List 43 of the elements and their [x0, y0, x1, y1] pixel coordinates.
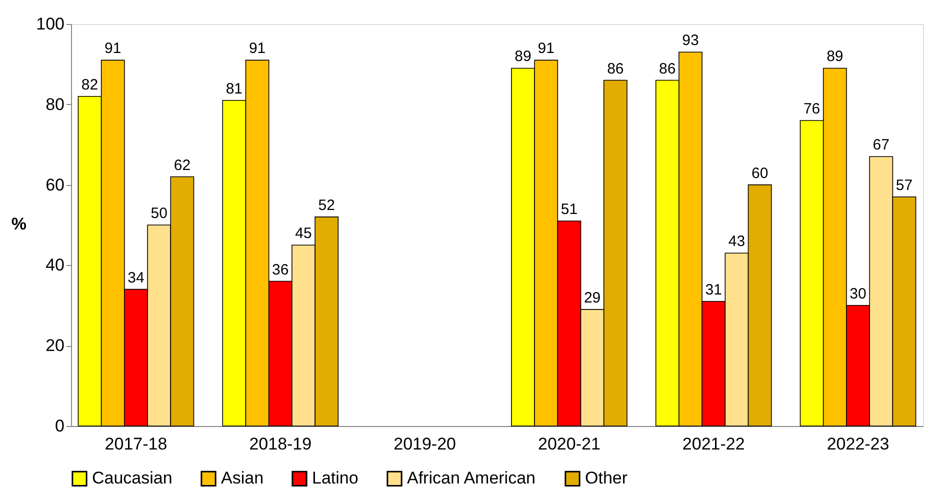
legend-label: Other: [585, 468, 628, 488]
data-label: 60: [751, 164, 768, 182]
data-label: 51: [560, 200, 578, 218]
y-axis-title: %: [11, 214, 26, 234]
legend-label: Latino: [312, 468, 358, 488]
y-tick-label: 40: [46, 256, 64, 275]
data-label: 34: [128, 269, 144, 286]
data-label: 76: [803, 100, 820, 118]
x-tick-label: 2019-20: [394, 434, 456, 454]
x-tick-label: 2021-22: [682, 434, 745, 454]
data-label: 67: [872, 136, 890, 154]
data-label: 91: [104, 40, 122, 58]
data-label: 86: [659, 60, 676, 78]
data-label: 89: [826, 48, 844, 66]
data-label: 52: [318, 196, 335, 214]
y-tick-label: 0: [55, 416, 64, 436]
legend-label: Asian: [221, 468, 264, 488]
y-tick-label: 20: [46, 336, 64, 356]
y-tick-label: 80: [46, 94, 64, 114]
x-tick-label: 2020-21: [538, 434, 600, 454]
x-tick-label: 2018-19: [249, 434, 312, 454]
data-label: 93: [682, 32, 699, 50]
x-tick-label: 2022-23: [826, 434, 890, 454]
data-label: 89: [514, 48, 532, 66]
data-label: 81: [226, 80, 243, 98]
y-tick-label: 60: [46, 175, 64, 194]
data-label: 50: [150, 205, 168, 222]
data-label: 62: [174, 156, 191, 174]
data-label: 45: [295, 225, 312, 242]
data-label: 91: [248, 40, 266, 58]
data-label: 86: [607, 60, 624, 78]
data-label: 31: [705, 281, 722, 298]
data-label: 82: [81, 76, 98, 94]
legend-label: Caucasian: [92, 468, 172, 488]
data-label: 91: [538, 40, 554, 58]
legend-label: African American: [407, 468, 536, 488]
data-label: 36: [272, 261, 289, 278]
data-label: 30: [850, 285, 866, 302]
data-label: 29: [584, 289, 601, 306]
y-tick-label: 100: [36, 14, 64, 34]
data-label: 43: [728, 233, 746, 250]
data-label: 57: [896, 176, 913, 194]
x-tick-label: 2017-18: [104, 434, 168, 454]
